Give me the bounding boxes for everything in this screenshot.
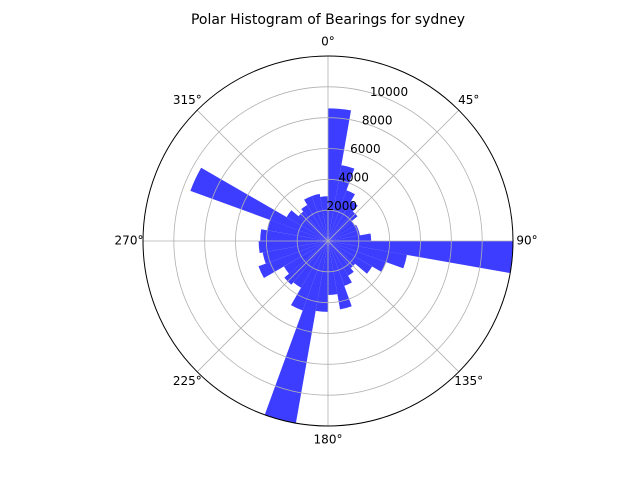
- bar-90: [328, 241, 513, 274]
- radial-tick-label-3: 8000: [362, 114, 393, 128]
- bar-200: [291, 241, 328, 311]
- angle-tick-label-4: 180°: [314, 433, 343, 447]
- bar-140: [328, 241, 354, 276]
- chart-title: Polar Histogram of Bearings for sydney: [191, 12, 465, 28]
- bar-110: [328, 241, 386, 272]
- bar-70: [328, 229, 360, 241]
- radial-tick-label-1: 4000: [338, 171, 369, 185]
- bar-330: [304, 196, 328, 241]
- radial-tick-label-0: 2000: [327, 199, 358, 213]
- angle-tick-label-6: 270°: [115, 234, 144, 248]
- bar-30: [328, 200, 358, 241]
- angle-gridline-1: [327, 109, 460, 242]
- bar-100: [328, 241, 407, 269]
- angle-gridline-5: [196, 240, 329, 373]
- bar-300: [286, 210, 328, 241]
- radial-tick-label-4: 10000: [370, 85, 408, 99]
- bar-230: [283, 241, 328, 274]
- angle-tick-labels: 0° 45° 90° 135° 180° 225° 270° 315°: [115, 35, 538, 447]
- bar-250: [262, 241, 328, 264]
- angle-gridline-3: [327, 240, 460, 373]
- angle-tick-label-5: 225°: [173, 374, 202, 388]
- bar-260: [258, 241, 328, 254]
- radial-tick-labels: 2000 4000 6000 8000 10000: [327, 85, 409, 213]
- bar-10: [328, 165, 355, 241]
- bar-240: [258, 241, 328, 278]
- bar-150: [328, 241, 352, 286]
- bar-340: [311, 193, 328, 241]
- angle-tick-label-3: 135°: [454, 374, 483, 388]
- bar-0: [328, 108, 352, 242]
- bar-170: [328, 241, 338, 295]
- bar-60: [328, 224, 359, 241]
- bar-320: [301, 204, 328, 241]
- bar-160: [328, 241, 352, 310]
- bar-270: [260, 229, 328, 241]
- bar-120: [328, 241, 373, 274]
- bar-190: [264, 241, 328, 424]
- angle-tick-label-7: 315°: [173, 93, 202, 107]
- bar-50: [328, 221, 355, 241]
- angle-tick-label-1: 45°: [458, 93, 479, 107]
- bar-350: [320, 196, 328, 241]
- bar-280: [267, 219, 328, 241]
- bar-80: [328, 233, 372, 241]
- plot-frame: [142, 55, 514, 427]
- angle-tick-label-2: 90°: [516, 234, 537, 248]
- bar-180: [315, 241, 328, 312]
- angle-tick-label-0: 0°: [321, 35, 335, 49]
- bar-20: [328, 190, 355, 241]
- bar-290: [190, 167, 328, 241]
- bars-group: [190, 108, 513, 424]
- grid-group: [143, 56, 513, 426]
- angle-gridline-7: [196, 109, 329, 242]
- bar-210: [293, 241, 328, 288]
- radial-tick-label-2: 6000: [350, 142, 381, 156]
